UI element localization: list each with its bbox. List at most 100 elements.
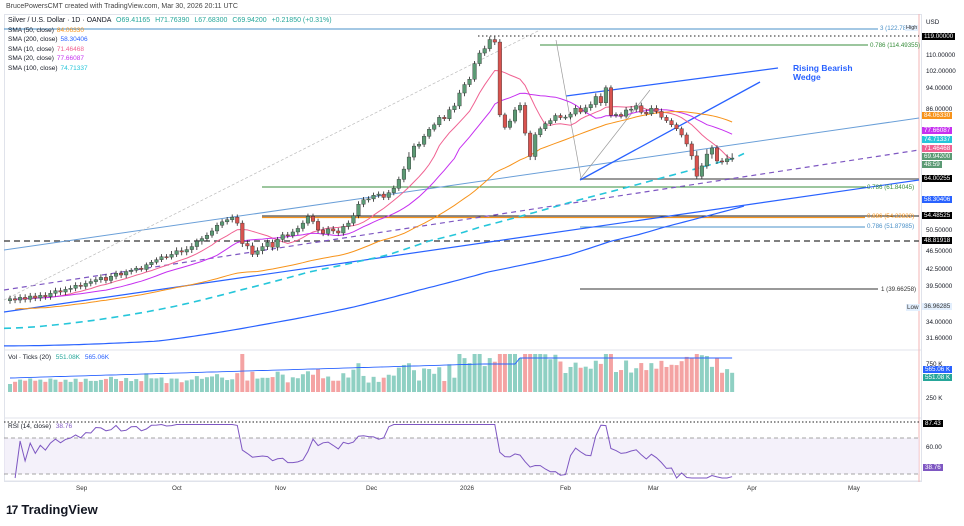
volume-bar	[336, 381, 340, 392]
candle-down	[599, 96, 603, 102]
price-pill: 58.30406	[922, 196, 952, 203]
legend-label: SMA (50, close)	[8, 27, 54, 34]
candle-up	[650, 108, 654, 114]
volume-bar	[165, 383, 169, 392]
volume-bar	[654, 369, 658, 392]
price-tick: 50.50000	[926, 227, 952, 234]
volume-bar	[372, 377, 376, 392]
volume-bar	[513, 354, 517, 392]
volume-bar	[538, 354, 542, 392]
rsi-legend[interactable]: RSI (14, close) 38.76	[8, 423, 72, 430]
candle-up	[427, 129, 431, 136]
legend-sma20[interactable]: SMA (20, close)77.66087	[8, 54, 88, 63]
time-tick: Feb	[560, 485, 571, 492]
fib-label-1: 1 (39.66258)	[881, 286, 916, 293]
volume-bar	[483, 366, 487, 392]
price-pill: 36.96285	[922, 303, 952, 310]
volume-bar	[59, 382, 63, 392]
candle-up	[589, 105, 593, 108]
candle-up	[266, 242, 270, 246]
volume-bar	[271, 377, 275, 392]
volume-bar	[311, 375, 315, 392]
legend-sma100[interactable]: SMA (100, close)74.71337	[8, 64, 88, 73]
volume-title: Vol · Ticks (20)	[8, 354, 51, 361]
swing-line	[581, 90, 650, 178]
legend-label: SMA (100, close)	[8, 65, 58, 72]
candle-up	[347, 223, 351, 226]
candle-down	[609, 88, 613, 116]
volume-ma-line	[10, 358, 732, 378]
candle-down	[180, 251, 184, 252]
volume-bar	[74, 379, 78, 392]
wedge-upper-line	[566, 68, 778, 96]
candle-up	[392, 188, 396, 192]
candle-up	[412, 146, 416, 157]
candle-down	[79, 285, 83, 286]
price-pill: 77.66087	[922, 127, 952, 134]
candle-down	[685, 135, 689, 144]
candle-down	[443, 117, 447, 118]
volume-bar	[715, 358, 719, 392]
candle-up	[134, 268, 138, 270]
candle-up	[417, 144, 421, 146]
rising-bearish-wedge-annotation[interactable]: Rising Bearish Wedge	[793, 64, 853, 82]
price-tick: 31.60000	[926, 335, 952, 342]
candle-up	[215, 225, 219, 231]
candle-up	[402, 169, 406, 179]
tradingview-logo[interactable]: 17 TradingView	[6, 502, 98, 517]
price-pill: 64.00255	[922, 175, 952, 182]
volume-bar	[473, 354, 477, 392]
volume-bar	[463, 358, 467, 392]
volume-bar	[286, 382, 290, 392]
volume-bar	[579, 368, 583, 392]
volume-bar	[109, 377, 113, 392]
channel-lower-line	[4, 180, 919, 312]
volume-bar	[407, 363, 411, 392]
candle-down	[336, 231, 340, 233]
volume-legend[interactable]: Vol · Ticks (20) 551.08K 565.06K	[8, 354, 109, 361]
volume-bar	[422, 368, 426, 392]
volume-bar	[564, 373, 568, 392]
volume-tick-250k: 250 K	[926, 395, 942, 402]
legend-sma10[interactable]: SMA (10, close)71.46468	[8, 45, 88, 54]
candle-up	[584, 108, 588, 112]
legend-label: SMA (10, close)	[8, 46, 54, 53]
candle-down	[559, 116, 563, 118]
legend-sma200[interactable]: SMA (200, close)58.30406	[8, 35, 88, 44]
candle-up	[407, 157, 411, 169]
price-tick: 46.50000	[926, 248, 952, 255]
candle-down	[493, 40, 497, 43]
volume-bar	[523, 354, 527, 392]
ohlc-high: H71.76390	[155, 17, 189, 24]
candle-up	[463, 85, 467, 93]
volume-bar	[649, 363, 653, 392]
volume-bar	[437, 367, 441, 392]
candle-down	[715, 148, 719, 161]
time-tick: Nov	[275, 485, 286, 492]
candle-up	[261, 247, 265, 251]
candle-up	[114, 273, 118, 276]
volume-bar	[326, 377, 330, 392]
volume-bar	[170, 379, 174, 392]
rsi-title: RSI (14, close)	[8, 423, 51, 430]
price-pill: 48.81918	[922, 237, 952, 244]
candle-up	[352, 215, 356, 223]
candle-up	[533, 135, 537, 157]
legend-sma50[interactable]: SMA (50, close)84.06330	[8, 26, 88, 35]
candle-down	[503, 115, 507, 128]
rsi-band	[4, 438, 919, 474]
candle-up	[326, 229, 330, 234]
candle-up	[468, 79, 472, 84]
candle-up	[544, 124, 548, 129]
volume-bar	[452, 378, 456, 392]
volume-bar	[503, 354, 507, 392]
volume-bar	[316, 369, 320, 392]
candle-up	[281, 235, 285, 240]
volume-bar	[240, 354, 244, 392]
volume-bar	[175, 379, 179, 392]
volume-bar	[553, 355, 557, 392]
candle-down	[119, 273, 123, 275]
candle-up	[89, 282, 93, 284]
candle-up	[39, 295, 43, 298]
candle-up	[377, 194, 381, 195]
